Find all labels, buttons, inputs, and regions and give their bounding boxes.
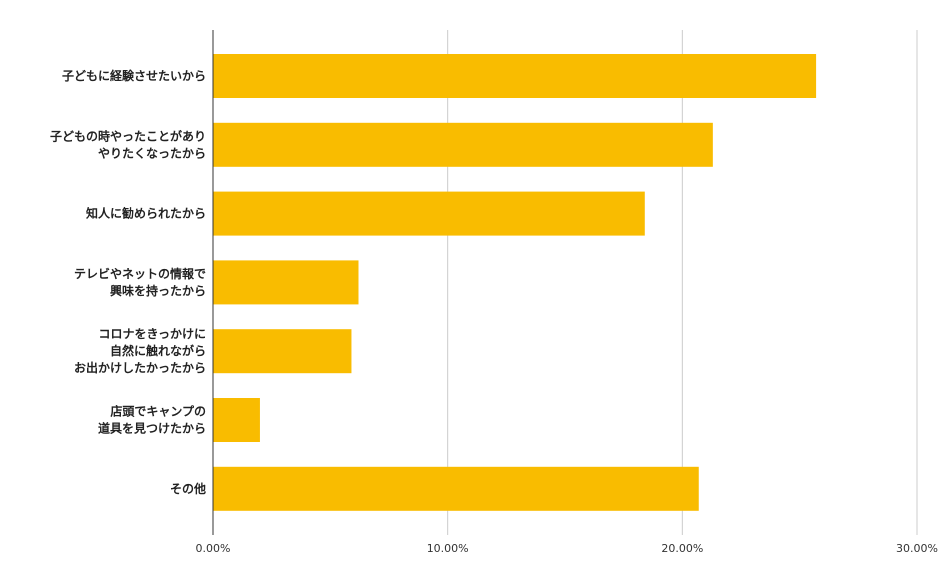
bar xyxy=(213,329,352,374)
grid-lines xyxy=(447,30,918,535)
category-label-line: お出かけしたかったから xyxy=(74,360,206,375)
x-tick-label: 30.00% xyxy=(896,542,938,555)
category-label-line: コロナをきっかけに xyxy=(98,327,206,341)
x-tick-label: 10.00% xyxy=(427,542,469,555)
bar xyxy=(213,260,359,305)
category-label-line: 道具を見つけたから xyxy=(98,421,206,436)
category-label-line: テレビやネットの情報で xyxy=(74,266,206,281)
category-label-line: 興味を持ったから xyxy=(110,283,206,298)
x-tick-labels: 0.00% 10.00% 20.00% 30.00% xyxy=(196,542,938,555)
category-label: コロナをきっかけに自然に触れながらお出かけしたかったから xyxy=(74,327,206,375)
category-label-line: その他 xyxy=(170,481,206,496)
category-label-line: やりたくなったから xyxy=(98,146,206,160)
category-labels: 子どもに経験させたいから子どもの時やったことがありやりたくなったから知人に勧めら… xyxy=(50,68,206,496)
category-label-line: 子どもの時やったことがあり xyxy=(50,128,206,143)
category-label: 子どもに経験させたいから xyxy=(62,68,206,83)
bar xyxy=(213,466,699,511)
category-label-line: 知人に勧められたから xyxy=(85,206,206,221)
category-label: 店頭でキャンプの道具を見つけたから xyxy=(98,404,206,436)
bar xyxy=(213,191,645,236)
bar xyxy=(213,398,260,442)
category-label-line: 自然に触れながら xyxy=(110,343,206,358)
category-label: テレビやネットの情報で興味を持ったから xyxy=(74,266,206,298)
x-tick-label: 20.00% xyxy=(661,542,703,555)
category-label: その他 xyxy=(170,481,206,496)
category-label-line: 子どもに経験させたいから xyxy=(62,68,206,83)
bar xyxy=(213,54,817,98)
category-label: 知人に勧められたから xyxy=(85,206,206,221)
category-label: 子どもの時やったことがありやりたくなったから xyxy=(50,128,206,160)
bar xyxy=(213,122,713,167)
x-tick-label: 0.00% xyxy=(196,542,231,555)
category-label-line: 店頭でキャンプの xyxy=(110,404,206,419)
bars xyxy=(213,54,817,511)
